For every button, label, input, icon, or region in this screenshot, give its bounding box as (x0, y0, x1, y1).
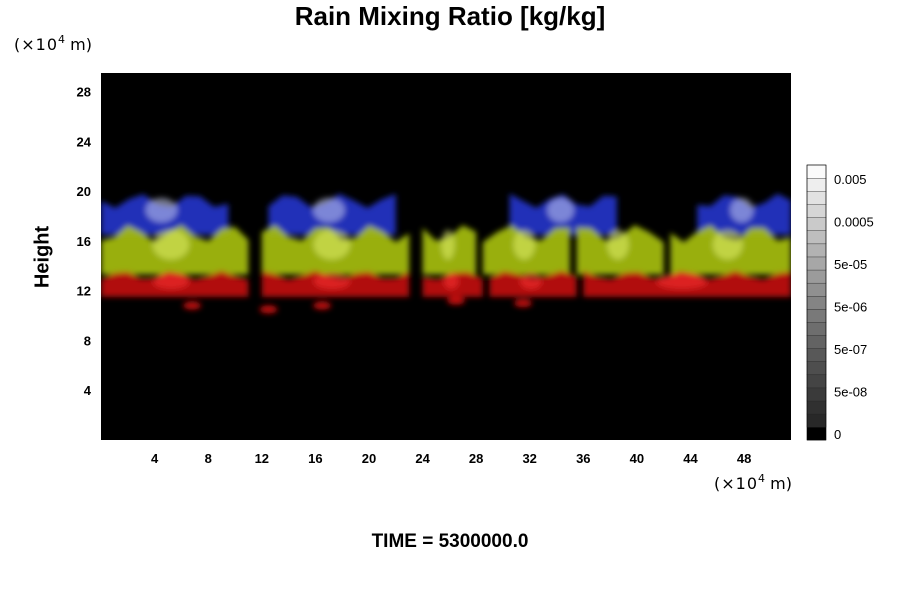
x-tick-label-8: 8 (205, 451, 212, 466)
x-unit-exponent: 4 (758, 472, 766, 485)
colorbar-label-3: 5e-06 (834, 300, 867, 315)
layer-2-highlight-4 (656, 273, 708, 290)
colorbar-cell-15 (806, 230, 827, 245)
x-tick-label-4: 4 (151, 451, 159, 466)
colorbar-label-5: 5e-08 (834, 385, 867, 400)
colorbar-cell-1 (806, 413, 827, 428)
y-tick-label-20: 20 (77, 184, 91, 199)
layer-1-highlight-2 (441, 229, 455, 260)
colorbar: 0.005 0.0005 5e-05 5e-06 5e-07 5e-08 0 (806, 164, 874, 442)
colorbar-cell-16 (806, 217, 827, 231)
colorbar-label-2: 5e-05 (834, 257, 867, 272)
x-tick-label-44: 44 (683, 451, 698, 466)
colorbar-cell-18 (806, 190, 827, 205)
colorbar-cell-11 (806, 282, 827, 297)
x-unit-prefix: (×10 (714, 474, 759, 493)
colorbar-cell-14 (806, 243, 827, 258)
x-tick-label-36: 36 (576, 451, 590, 466)
colorbar-cell-6 (806, 348, 827, 362)
colorbar-cell-9 (806, 308, 827, 323)
y-unit-suffix: m) (65, 35, 92, 54)
colorbar-cell-12 (806, 269, 827, 284)
layer-2-highlight-2 (443, 273, 459, 290)
x-tick-label-32: 32 (522, 451, 536, 466)
scattered-cell-1 (259, 305, 278, 314)
colorbar-cell-7 (806, 335, 827, 349)
y-unit-prefix: (×10 (14, 35, 59, 54)
layer-0-highlight-3 (730, 197, 754, 223)
layer-2-highlight-3 (520, 273, 542, 290)
y-tick-label-16: 16 (77, 234, 91, 249)
layer-1-highlight-0 (152, 229, 190, 260)
layer-2-highlight-0 (152, 273, 190, 290)
scattered-cell-3 (447, 296, 465, 305)
layer-0-highlight-2 (547, 197, 574, 223)
colorbar-label-6: 0 (834, 427, 841, 442)
colorbar-cell-2 (806, 400, 827, 415)
y-tick-label-4: 4 (84, 383, 92, 398)
colorbar-label-0: 0.005 (834, 172, 867, 187)
x-tick-label-24: 24 (415, 451, 430, 466)
y-axis-unit: (×104 m) (14, 33, 92, 54)
layer-1-highlight-5 (712, 229, 743, 260)
scattered-cell-4 (514, 299, 532, 308)
y-tick-label-12: 12 (77, 284, 91, 299)
y-tick-label-28: 28 (77, 85, 91, 100)
layer-1-highlight-4 (607, 229, 629, 260)
x-axis-ticks: 4 8 12 16 20 24 28 32 36 40 44 48 (151, 451, 751, 466)
data-layers (101, 193, 791, 314)
x-tick-label-48: 48 (737, 451, 751, 466)
x-axis-unit: (×104 m) (714, 472, 792, 493)
y-tick-label-24: 24 (77, 134, 92, 149)
x-tick-label-28: 28 (469, 451, 483, 466)
colorbar-cell-17 (806, 204, 827, 218)
time-label: TIME = 5300000.0 (371, 531, 529, 552)
chart-title: Rain Mixing Ratio [kg/kg] (294, 1, 606, 31)
colorbar-cell-0 (807, 426, 826, 441)
layer-1-highlight-1 (313, 229, 351, 260)
layer-0-highlight-0 (145, 197, 178, 223)
colorbar-cell-13 (806, 256, 827, 271)
x-unit-suffix: m) (765, 474, 792, 493)
y-axis-ticks: 4 8 12 16 20 24 28 (77, 85, 92, 399)
layer-0-highlight-1 (313, 197, 345, 223)
colorbar-cell-20 (806, 164, 827, 179)
y-tick-label-8: 8 (84, 334, 91, 349)
layer-2-highlight-1 (313, 273, 351, 290)
colorbar-cell-5 (806, 361, 827, 376)
colorbar-cell-19 (806, 177, 827, 192)
colorbar-cell-3 (806, 387, 827, 402)
colorbar-cell-4 (806, 374, 827, 389)
colorbar-label-1: 0.0005 (834, 215, 874, 230)
colorbar-label-4: 5e-07 (834, 342, 867, 357)
colorbar-frame (806, 164, 827, 441)
y-unit-exponent: 4 (58, 33, 66, 46)
x-tick-label-16: 16 (308, 451, 322, 466)
x-tick-label-20: 20 (362, 451, 376, 466)
colorbar-cell-8 (806, 321, 827, 336)
colorbar-cell-10 (806, 295, 827, 310)
x-tick-label-40: 40 (630, 451, 644, 466)
layer-1-highlight-3 (513, 229, 536, 260)
scattered-cell-2 (313, 301, 332, 310)
scattered-cell-0 (183, 301, 202, 310)
x-tick-label-12: 12 (255, 451, 269, 466)
